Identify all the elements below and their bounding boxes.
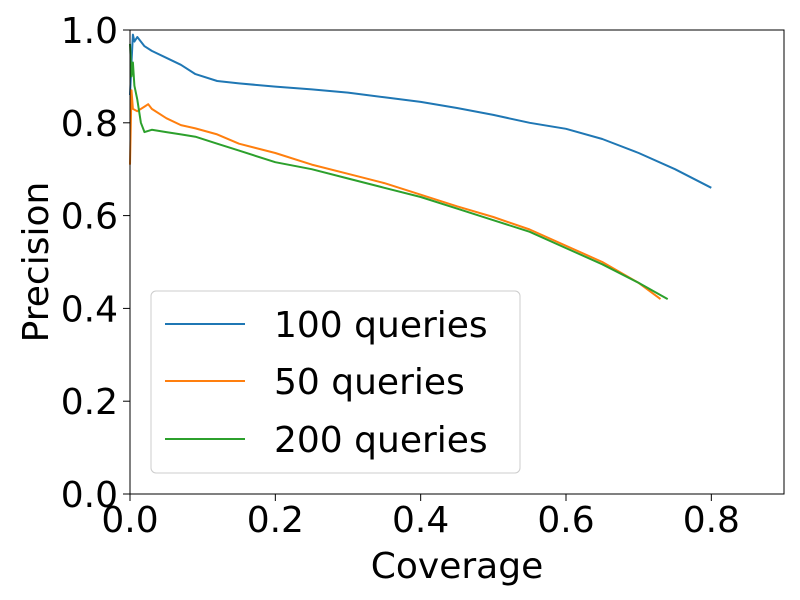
y-tick-label: 0.4	[61, 289, 118, 330]
y-tick-label: 0.6	[61, 197, 118, 238]
x-tick-label: 0.0	[101, 500, 158, 541]
plot-frame	[129, 29, 785, 495]
y-tick-label: 0.8	[61, 104, 118, 145]
legend-label-1: 50 queries	[274, 362, 465, 403]
y-tick-label: 1.0	[61, 11, 118, 52]
x-tick-label: 0.4	[392, 500, 449, 541]
legend-frame	[150, 290, 521, 474]
series-line-1	[129, 89, 662, 300]
legend: 100 queries 50 queries 200 queries	[150, 290, 521, 474]
x-axis-label: Coverage	[371, 546, 543, 587]
x-axis-ticks: 0.0 0.2 0.4 0.6 0.8	[101, 494, 740, 541]
x-tick-label: 0.8	[683, 500, 740, 541]
legend-label-2: 200 queries	[274, 420, 488, 461]
legend-label-0: 100 queries	[274, 305, 488, 346]
series-line-0	[129, 33, 712, 189]
y-axis-ticks: 0.0 0.2 0.4 0.6 0.8 1.0	[61, 11, 130, 516]
y-axis-label: Precision	[16, 182, 57, 343]
y-tick-label: 0.2	[61, 382, 118, 423]
x-tick-label: 0.6	[537, 500, 594, 541]
y-tick-label: 0.0	[61, 475, 118, 516]
x-tick-label: 0.2	[247, 500, 304, 541]
series-line-2	[129, 43, 669, 300]
series-layer	[129, 33, 712, 300]
legend-entries: 100 queries 50 queries 200 queries	[165, 305, 488, 461]
